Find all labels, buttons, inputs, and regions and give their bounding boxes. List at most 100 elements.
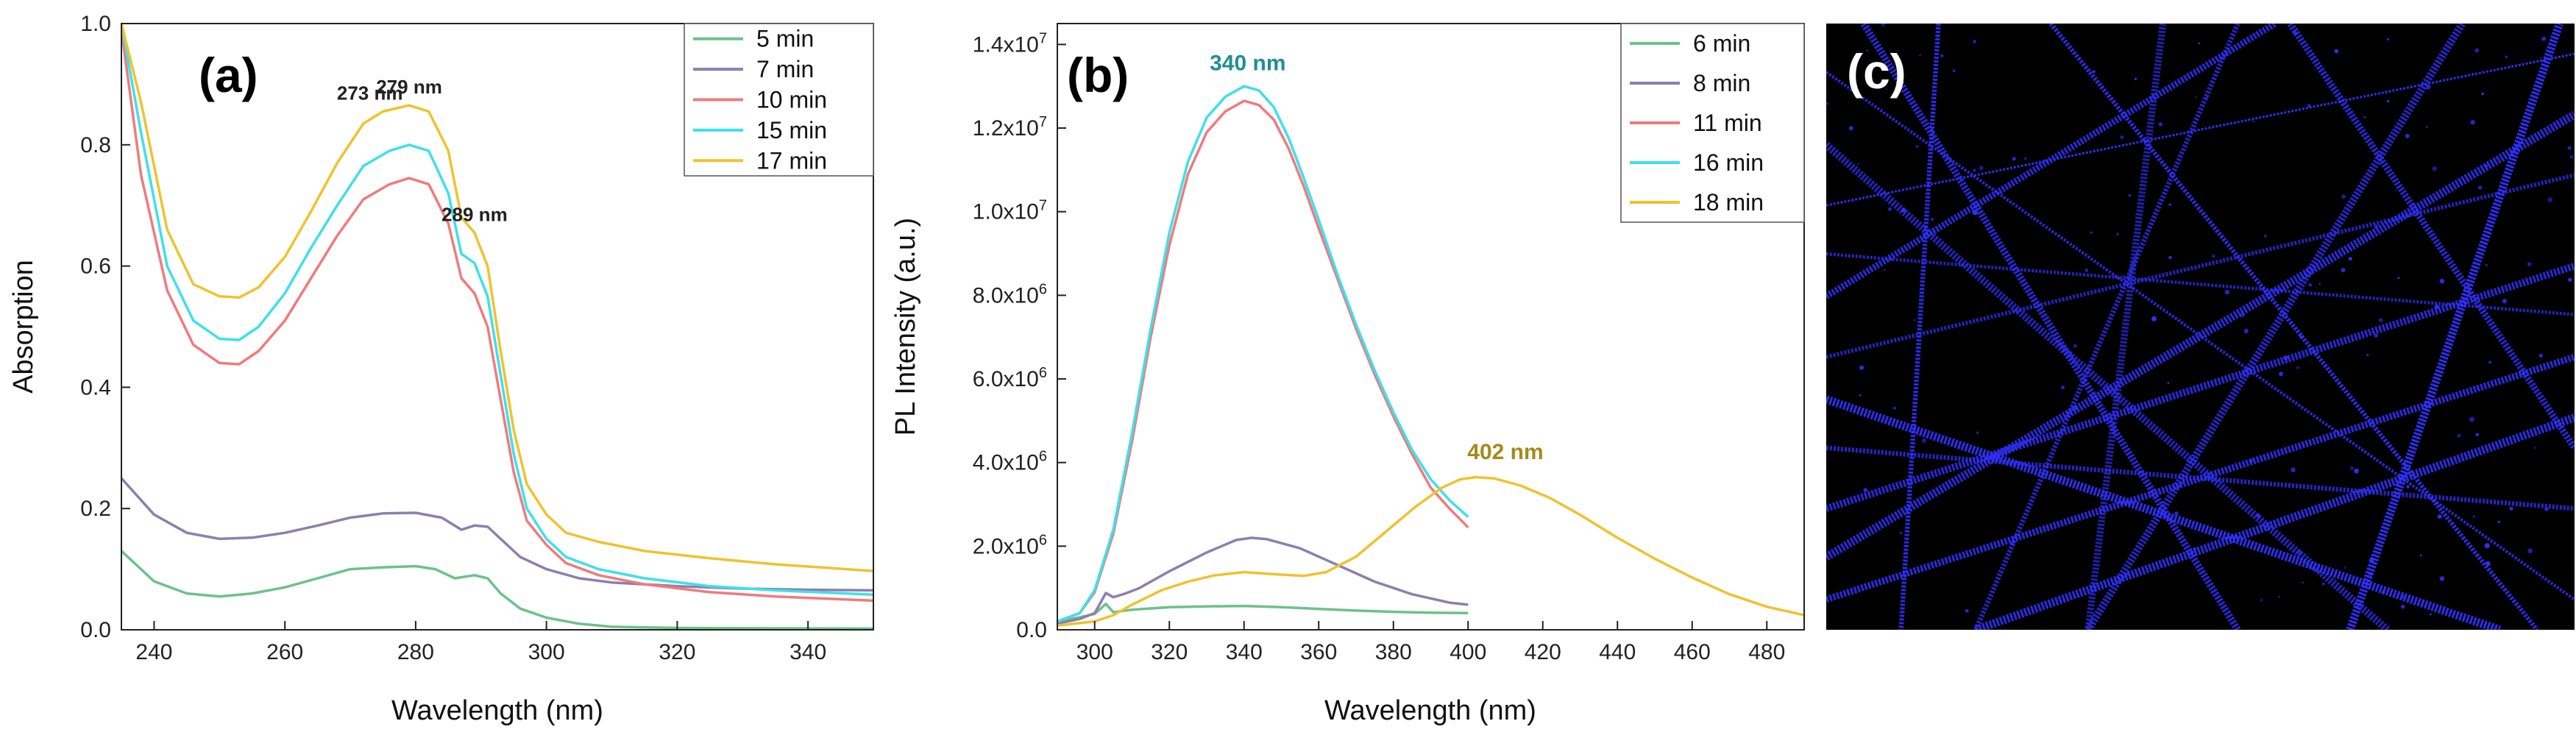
micrograph-fiber (1826, 24, 2277, 299)
panel-b-x-tick-label: 380 (1375, 640, 1412, 664)
panel-a-peak-annotation: 279 nm (376, 76, 442, 98)
micrograph-speck (2296, 550, 2302, 555)
panel-a-series-line-1 (121, 477, 873, 592)
micrograph-speck (2439, 576, 2445, 581)
panel-b-label: (b) (1067, 48, 1129, 102)
panel-a-x-axis-title: Wavelength (nm) (391, 695, 603, 726)
micrograph-speck (2371, 555, 2373, 557)
micrograph-fiber (1974, 413, 2575, 630)
micrograph-speck (2406, 485, 2410, 489)
micrograph-speck (2260, 598, 2263, 602)
panel-c-label: (c) (1847, 44, 1906, 99)
panel-b-peak-annotation: 340 nm (1210, 52, 1285, 76)
micrograph-speck (2321, 582, 2326, 586)
micrograph-speck (2539, 57, 2542, 59)
micrograph-speck (1915, 145, 1919, 149)
micrograph-speck (2308, 283, 2313, 287)
micrograph-speck (1972, 210, 1978, 216)
micrograph-speck (2374, 333, 2378, 338)
micrograph-speck (2264, 235, 2267, 238)
micrograph-speck (2457, 433, 2461, 438)
micrograph-speck (2296, 366, 2299, 369)
micrograph-speck (2475, 433, 2480, 437)
micrograph-speck (2368, 571, 2373, 577)
micrograph-speck (2195, 96, 2198, 99)
panel-a-x-tick-label: 300 (528, 640, 565, 664)
micrograph-speck (1826, 102, 1829, 105)
micrograph-speck (1973, 40, 1976, 43)
micrograph-speck (1848, 126, 1853, 131)
micrograph-speck (2366, 353, 2369, 357)
micrograph-speck (1885, 88, 1887, 90)
panel-b-y-tick-label: 1.2x107 (973, 114, 1047, 141)
micrograph-fiber (1860, 24, 2241, 630)
micrograph-fiber (2287, 24, 2575, 450)
panel-a-legend: 5 min 7 min 10 min 15 min 17 min (684, 23, 874, 177)
micrograph-speck (2527, 548, 2533, 554)
micrograph-speck (2122, 274, 2124, 277)
micrograph-speck (2502, 299, 2508, 304)
micrograph-speck (2488, 361, 2491, 364)
micrograph-speck (2090, 231, 2093, 234)
micrograph-speck (2244, 328, 2249, 333)
panel-b-x-axis-title: Wavelength (nm) (1324, 695, 1536, 726)
micrograph-speck (2386, 38, 2390, 41)
micrograph-speck (2205, 96, 2208, 99)
panel-a-peak-annotation: 273 nm (337, 82, 403, 104)
panel-b-y-axis-title: PL Intensity (a.u.) (890, 218, 921, 436)
micrograph-speck (2283, 355, 2288, 361)
micrograph-speck (2369, 557, 2374, 562)
panel-a-series-group (121, 24, 873, 630)
micrograph-fibers (1826, 24, 2575, 630)
micrograph-speck (1973, 168, 1976, 172)
micrograph-speck (2277, 595, 2280, 598)
micrograph-speck (2125, 572, 2130, 577)
micrograph-fiber (1826, 141, 2391, 630)
micrograph-speck (2168, 255, 2172, 260)
micrograph-speck (2477, 185, 2483, 190)
micrograph-speck (2174, 511, 2179, 516)
micrograph-speck (2527, 262, 2532, 266)
panel-b-series-line-0 (1057, 603, 1469, 623)
panel-a-y-axis-title: Absorption (8, 260, 39, 394)
panel-a-series-line-0 (121, 550, 873, 630)
micrograph-speck (2397, 277, 2400, 280)
micrograph-speck (2012, 157, 2016, 161)
panel-a-legend-label: 10 min (756, 87, 827, 113)
micrograph-speck (2485, 263, 2488, 266)
micrograph-speck (2379, 318, 2383, 322)
micrograph-speck (2348, 257, 2352, 261)
panel-c-fluorescence-micrograph: (c) (1826, 24, 2575, 630)
panel-a-plot-frame (121, 23, 874, 631)
panel-b-x-tick-label: 340 (1226, 640, 1263, 664)
micrograph-speck (2387, 99, 2390, 103)
micrograph-speck (2405, 133, 2410, 138)
panel-b-plot-frame (1057, 23, 1805, 631)
micrograph-speck (2439, 278, 2445, 284)
micrograph-speck (2073, 405, 2079, 411)
micrograph-speck (2198, 42, 2200, 45)
micrograph-speck (2547, 196, 2553, 202)
panel-b-y-tick-label: 8.0x106 (973, 281, 1047, 308)
micrograph-speck (2120, 135, 2124, 140)
micrograph-speck (2474, 48, 2480, 53)
panel-b-y-tick-label: 4.0x106 (973, 449, 1047, 475)
panel-b-x-tick-label: 300 (1076, 640, 1113, 664)
micrograph-speck (2134, 77, 2137, 80)
micrograph-speck (2469, 416, 2474, 422)
micrograph-speck (2481, 92, 2485, 96)
micrograph-speck (2351, 490, 2354, 493)
micrograph-speck (1921, 438, 1927, 443)
panel-b-series-line-3 (1057, 85, 1469, 623)
micrograph-speck (2193, 547, 2197, 552)
panel-b-legend: 6 min 8 min 11 min 16 min 18 min (1620, 23, 1805, 223)
micrograph-speck (2334, 49, 2339, 54)
micrograph-speck (2541, 36, 2547, 41)
panel-b-x-tick-label: 320 (1151, 640, 1188, 664)
micrograph-fiber (2048, 24, 2539, 630)
panel-b-series-line-1 (1057, 536, 1469, 625)
micrograph-speck (1976, 460, 1979, 464)
micrograph-speck (2569, 155, 2574, 159)
panel-b-legend-label: 18 min (1693, 189, 1764, 216)
